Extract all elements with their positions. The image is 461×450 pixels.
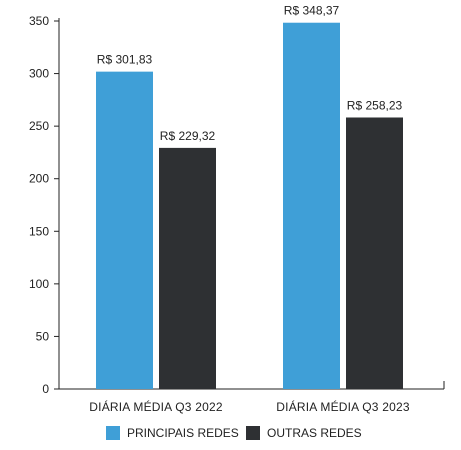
y-tick-label: 300: [29, 67, 49, 81]
bar: [346, 117, 403, 390]
bar-value-label: R$ 229,32: [160, 129, 216, 143]
chart-bars: R$ 301,83 R$ 229,32 R$ 348,37 R$ 258,23: [96, 4, 403, 390]
x-category-label: DIÁRIA MÉDIA Q3 2023: [276, 399, 410, 414]
bar: [159, 147, 216, 389]
bar-value-label: R$ 348,37: [284, 4, 340, 18]
y-tick-label: 150: [29, 224, 49, 238]
y-tick-label: 350: [29, 14, 49, 28]
legend-swatch: [246, 426, 260, 440]
legend-label: PRINCIPAIS REDES: [127, 426, 239, 440]
chart-legend: PRINCIPAIS REDES OUTRAS REDES: [106, 426, 362, 440]
bar: [96, 71, 153, 390]
x-category-label: DIÁRIA MÉDIA Q3 2022: [89, 399, 223, 414]
y-tick-label: 200: [29, 172, 49, 186]
y-tick-label: 100: [29, 277, 49, 291]
bar: [283, 22, 340, 389]
legend-swatch: [106, 426, 120, 440]
legend-label: OUTRAS REDES: [267, 426, 362, 440]
bar-value-label: R$ 301,83: [97, 53, 153, 67]
bar-value-label: R$ 258,23: [347, 98, 403, 112]
chart-axes: 0 50 100 150 200 250 300 350 DIÁRIA MÉDIA Q3 202…: [29, 14, 445, 414]
y-tick-label: 50: [36, 329, 50, 343]
y-tick-label: 250: [29, 119, 49, 133]
y-tick-label: 0: [42, 382, 49, 396]
